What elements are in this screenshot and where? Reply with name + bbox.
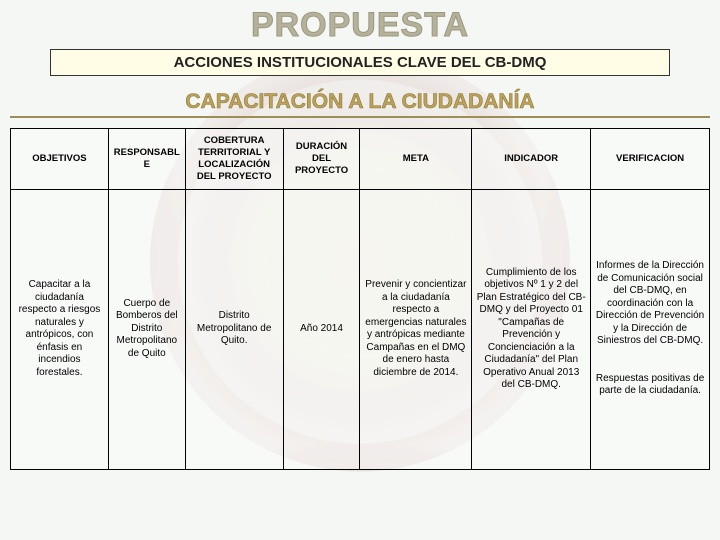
subtitle-text: ACCIONES INSTITUCIONALES CLAVE DEL CB-DM… <box>57 54 663 71</box>
subtitle-box: ACCIONES INSTITUCIONALES CLAVE DEL CB-DM… <box>50 49 670 76</box>
table-row: Capacitar a la ciudadanía respecto a rie… <box>11 189 710 469</box>
col-meta: META <box>360 129 472 190</box>
section-heading-wrap: CAPACITACIÓN A LA CIUDADANÍA <box>10 84 710 128</box>
col-responsable: RESPONSABLE <box>108 129 185 190</box>
cell-indicador: Cumplimiento de los objetivos Nº 1 y 2 d… <box>472 189 591 469</box>
cell-duracion: Año 2014 <box>283 189 360 469</box>
col-objetivos: OBJETIVOS <box>11 129 109 190</box>
section-heading: CAPACITACIÓN A LA CIUDADANÍA <box>10 90 710 118</box>
table-header-row: OBJETIVOS RESPONSABLE COBERTURA TERRITOR… <box>11 129 710 190</box>
col-indicador: INDICADOR <box>472 129 591 190</box>
col-verificacion: VERIFICACION <box>591 129 710 190</box>
slide-page: PROPUESTA ACCIONES INSTITUCIONALES CLAVE… <box>0 0 720 480</box>
cell-responsable: Cuerpo de Bomberos del Distrito Metropol… <box>108 189 185 469</box>
page-title: PROPUESTA <box>10 6 710 45</box>
cell-meta: Prevenir y concientizar a la ciudadanía … <box>360 189 472 469</box>
cell-verificacion: Informes de la Dirección de Comunicación… <box>591 189 710 469</box>
col-cobertura: COBERTURA TERRITORIAL Y LOCALIZACIÓN DEL… <box>185 129 283 190</box>
cell-objetivos: Capacitar a la ciudadanía respecto a rie… <box>11 189 109 469</box>
col-duracion: DURACIÓN DEL PROYECTO <box>283 129 360 190</box>
cell-cobertura: Distrito Metropolitano de Quito. <box>185 189 283 469</box>
capacitacion-table: OBJETIVOS RESPONSABLE COBERTURA TERRITOR… <box>10 128 710 470</box>
